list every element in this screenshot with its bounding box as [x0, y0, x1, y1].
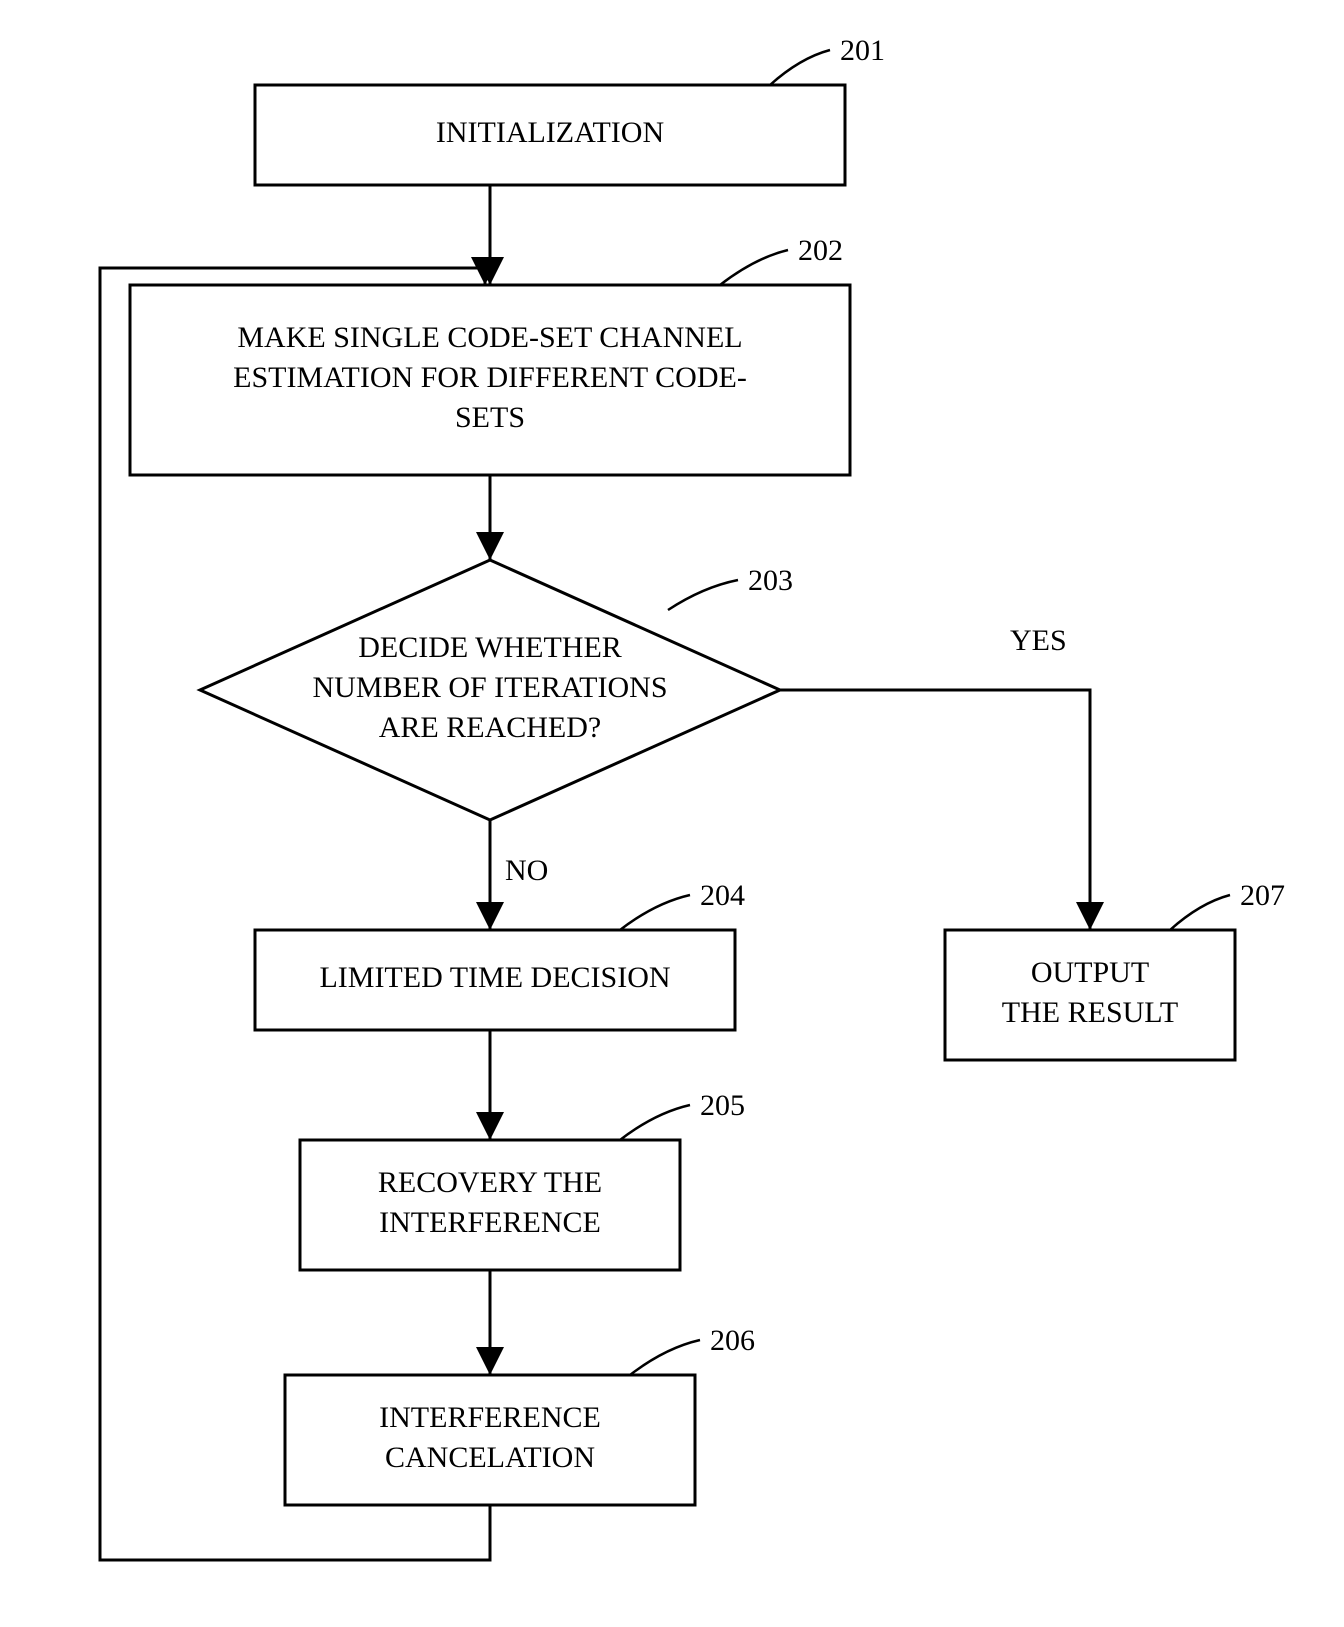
- ref-number-201: 201: [840, 34, 885, 67]
- node-text: ARE REACHED?: [379, 711, 601, 744]
- node-text: ESTIMATION FOR DIFFERENT CODE-: [233, 361, 747, 394]
- ref-number-204: 204: [700, 879, 745, 912]
- node-text: THE RESULT: [1002, 996, 1178, 1029]
- node-text: RECOVERY THE: [378, 1166, 602, 1199]
- edge-label: YES: [1010, 624, 1067, 657]
- node-text: MAKE SINGLE CODE-SET CHANNEL: [237, 321, 742, 354]
- ref-number-207: 207: [1240, 879, 1285, 912]
- node-text: OUTPUT: [1031, 956, 1149, 989]
- node-text: DECIDE WHETHER: [358, 631, 622, 664]
- ref-number-206: 206: [710, 1324, 755, 1357]
- node-text: NUMBER OF ITERATIONS: [312, 671, 667, 704]
- node-text: INTERFERENCE: [379, 1206, 601, 1239]
- ref-number-203: 203: [748, 564, 793, 597]
- node-text: INTERFERENCE: [379, 1401, 601, 1434]
- node-text: LIMITED TIME DECISION: [319, 961, 670, 994]
- ref-number-202: 202: [798, 234, 843, 267]
- node-text: CANCELATION: [385, 1441, 595, 1474]
- node-text: SETS: [455, 401, 525, 434]
- ref-number-205: 205: [700, 1089, 745, 1122]
- node-text: INITIALIZATION: [436, 116, 664, 149]
- edge-label: NO: [505, 854, 548, 887]
